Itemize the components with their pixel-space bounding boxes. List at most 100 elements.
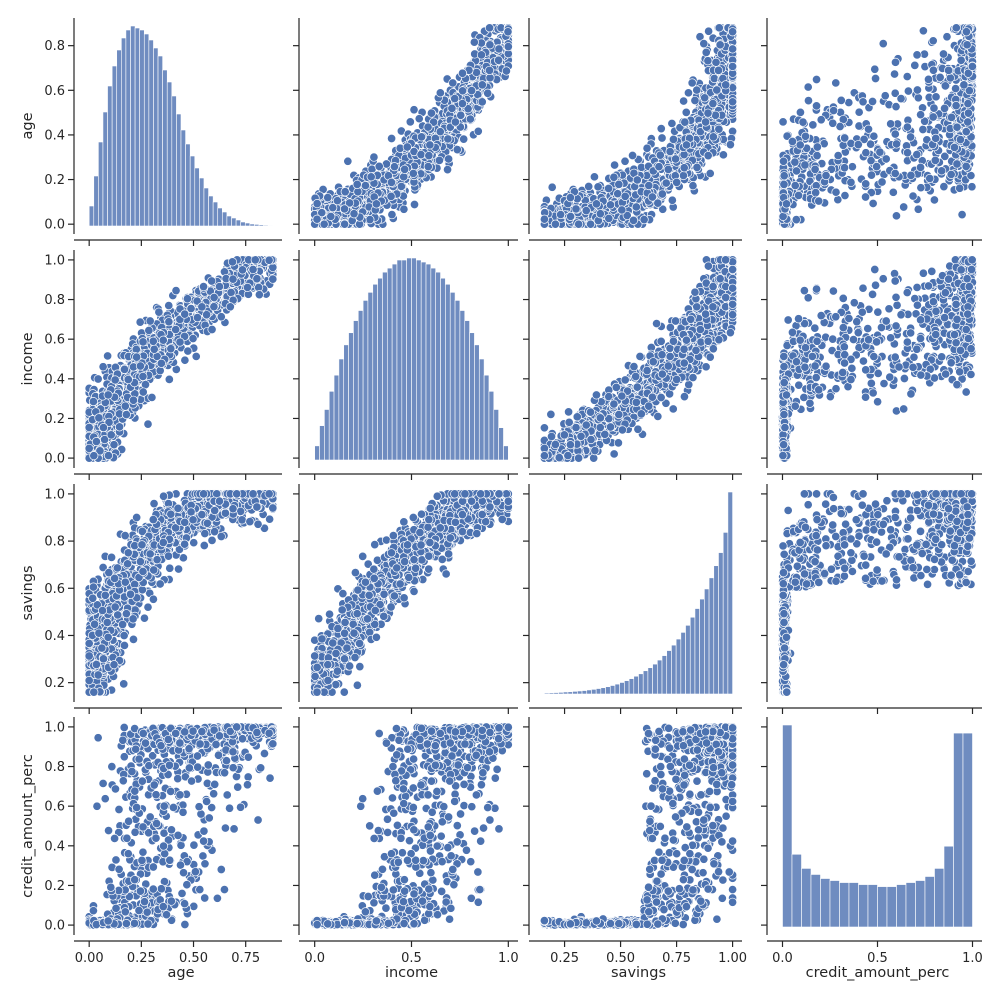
scatter-point [209,302,219,312]
scatter-point [402,142,412,152]
scatter-point [340,219,350,229]
scatter-point [906,170,916,180]
scatter-point [915,162,926,172]
pairplot-panels: 0.00.20.40.60.8age0.00.20.40.60.81.0inco… [20,18,983,981]
panel-age-vs-income [293,18,518,246]
scatter-point [672,177,682,187]
scatter-point [458,86,468,96]
scatter-point [138,371,148,382]
scatter-point [779,179,789,189]
histogram-bar-income [449,292,456,461]
scatter-point [962,40,972,50]
scatter-point [620,156,630,166]
histogram-bar-income [343,344,349,461]
scatter-point [166,344,176,354]
scatter-point [918,26,928,36]
scatter-point [591,199,601,209]
histogram-bar-income [362,300,369,461]
scatter-point [164,317,174,327]
scatter-point [821,170,831,181]
scatter-point [795,140,805,150]
scatter-point [868,198,878,209]
scatter-point [188,334,198,344]
scatter-point [143,419,153,429]
scatter-point [721,80,731,90]
scatter-point [944,65,954,75]
scatter-point [844,98,854,108]
scatter-point [250,255,260,265]
scatter-point [906,132,916,142]
scatter-point [811,188,821,198]
scatter-point [589,172,599,182]
scatter-point [778,211,788,222]
scatter-point [443,134,453,144]
panel-age-vs-savings [523,18,742,246]
scatter-point [494,55,504,65]
scatter-point [928,36,938,46]
scatter-point [903,86,913,96]
scatter-point [725,140,735,150]
scatter-point [171,324,181,335]
y-axis-label-income: income [20,332,36,385]
scatter-point [89,451,99,461]
scatter-point [628,150,638,161]
scatter-point [604,183,614,194]
scatter-point [539,214,549,224]
scatter-point [828,118,838,128]
scatter-point [908,191,918,201]
scatter-point [360,181,371,191]
scatter-point [929,195,939,205]
scatter-point [800,131,811,141]
scatter-point [870,64,880,74]
scatter-point [469,37,479,47]
histogram-bar-income [401,259,407,461]
histogram-bar-income [478,358,485,461]
scatter-point [120,401,130,411]
scatter-point [465,114,475,124]
scatter-point [164,374,174,384]
histogram-bar-income [454,300,461,461]
scatter-point [661,178,671,188]
scatter-point [371,199,381,209]
scatter-point [931,133,941,143]
y-axis-label-age: age [20,112,36,139]
scatter-point [899,202,909,212]
histogram-bar-age [148,39,154,227]
scatter-point [861,179,871,189]
scatter-point [708,132,718,142]
scatter-point [794,190,804,201]
scatter-point [365,215,375,225]
scatter-point [435,127,445,137]
scatter-point [94,413,104,423]
scatter-point [886,119,896,129]
scatter-point [571,204,581,214]
histogram-bar-age [244,222,251,227]
scatter-point [326,211,336,222]
scatter-point [656,124,666,134]
scatter-point [939,182,949,192]
scatter-point [459,134,469,144]
scatter-point [678,170,688,181]
histogram-bar-age [98,141,104,227]
scatter-point [728,44,738,54]
scatter-point [913,93,923,103]
histogram-bar-income [411,257,417,461]
scatter-point [703,108,713,118]
scatter-point [227,257,238,267]
scatter-point [423,122,433,132]
histogram-bar-income [386,267,393,461]
histogram-bar-age [107,85,113,227]
scatter-point [103,451,113,461]
scatter-point [683,88,694,98]
scatter-point [614,179,624,189]
scatter-point [225,302,235,312]
scatter-point [781,199,792,209]
histogram-bar-age [254,224,260,227]
scatter-point [923,74,934,84]
scatter-point [207,324,217,335]
scatter-point [833,151,843,161]
histogram-bar-income [377,277,383,461]
scatter-point [791,215,801,225]
scatter-point [226,287,236,298]
